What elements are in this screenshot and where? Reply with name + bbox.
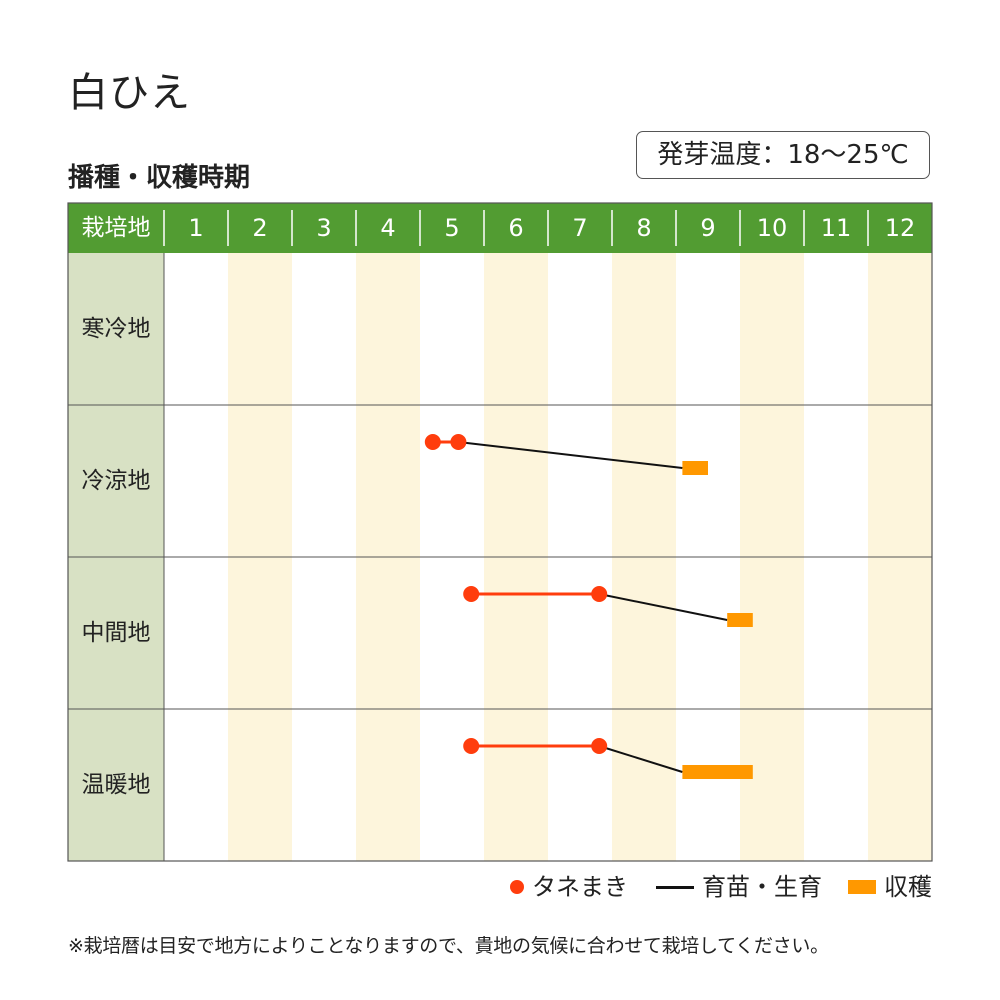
harvest-bar-icon xyxy=(848,880,876,894)
month-label: 1 xyxy=(188,214,203,242)
month-label: 12 xyxy=(885,214,916,242)
legend-growing: 育苗・生育 xyxy=(656,872,822,901)
month-label: 10 xyxy=(757,214,788,242)
germination-temp-badge: 発芽温度：18〜25℃ xyxy=(636,131,930,179)
harvest-bar xyxy=(682,765,753,779)
header-label: 栽培地 xyxy=(82,215,151,241)
month-label: 4 xyxy=(380,214,395,242)
month-label: 8 xyxy=(636,214,651,242)
legend-sowing: タネまき xyxy=(510,872,628,901)
table-border xyxy=(67,202,933,862)
sowing-dot xyxy=(450,434,467,450)
page-title: 白ひえ xyxy=(68,70,191,116)
chart-subtitle: 播種・収穫時期 xyxy=(68,163,251,193)
growing-line-icon xyxy=(656,885,694,889)
sowing-dot xyxy=(424,434,441,450)
region-label: 寒冷地 xyxy=(82,316,151,342)
legend-sowing-label: タネまき xyxy=(532,873,628,901)
month-label: 2 xyxy=(252,214,267,242)
harvest-bar xyxy=(682,461,708,475)
month-label: 11 xyxy=(821,214,852,242)
month-label: 6 xyxy=(508,214,523,242)
growing-line xyxy=(598,745,683,773)
sowing-dot-icon xyxy=(510,880,524,894)
growing-line xyxy=(599,593,728,621)
legend-harvest: 収穫 xyxy=(848,872,932,901)
growing-line xyxy=(458,441,683,469)
harvest-bar xyxy=(727,613,753,627)
sowing-dot xyxy=(463,738,480,754)
legend-growing-label: 育苗・生育 xyxy=(702,873,822,901)
sowing-dot xyxy=(591,738,608,754)
region-label: 中間地 xyxy=(82,620,151,646)
sowing-dot xyxy=(591,586,608,602)
footnote: ※栽培暦は目安で地方によりことなりますので、貴地の気候に合わせて栽培してください… xyxy=(68,935,829,957)
month-label: 3 xyxy=(316,214,331,242)
region-label: 温暖地 xyxy=(82,772,151,798)
month-label: 7 xyxy=(572,214,587,242)
header-row xyxy=(68,203,932,253)
legend-harvest-label: 収穫 xyxy=(884,873,932,901)
month-label: 9 xyxy=(700,214,715,242)
region-label: 冷涼地 xyxy=(82,468,151,494)
month-label: 5 xyxy=(444,214,459,242)
sowing-dot xyxy=(463,586,480,602)
